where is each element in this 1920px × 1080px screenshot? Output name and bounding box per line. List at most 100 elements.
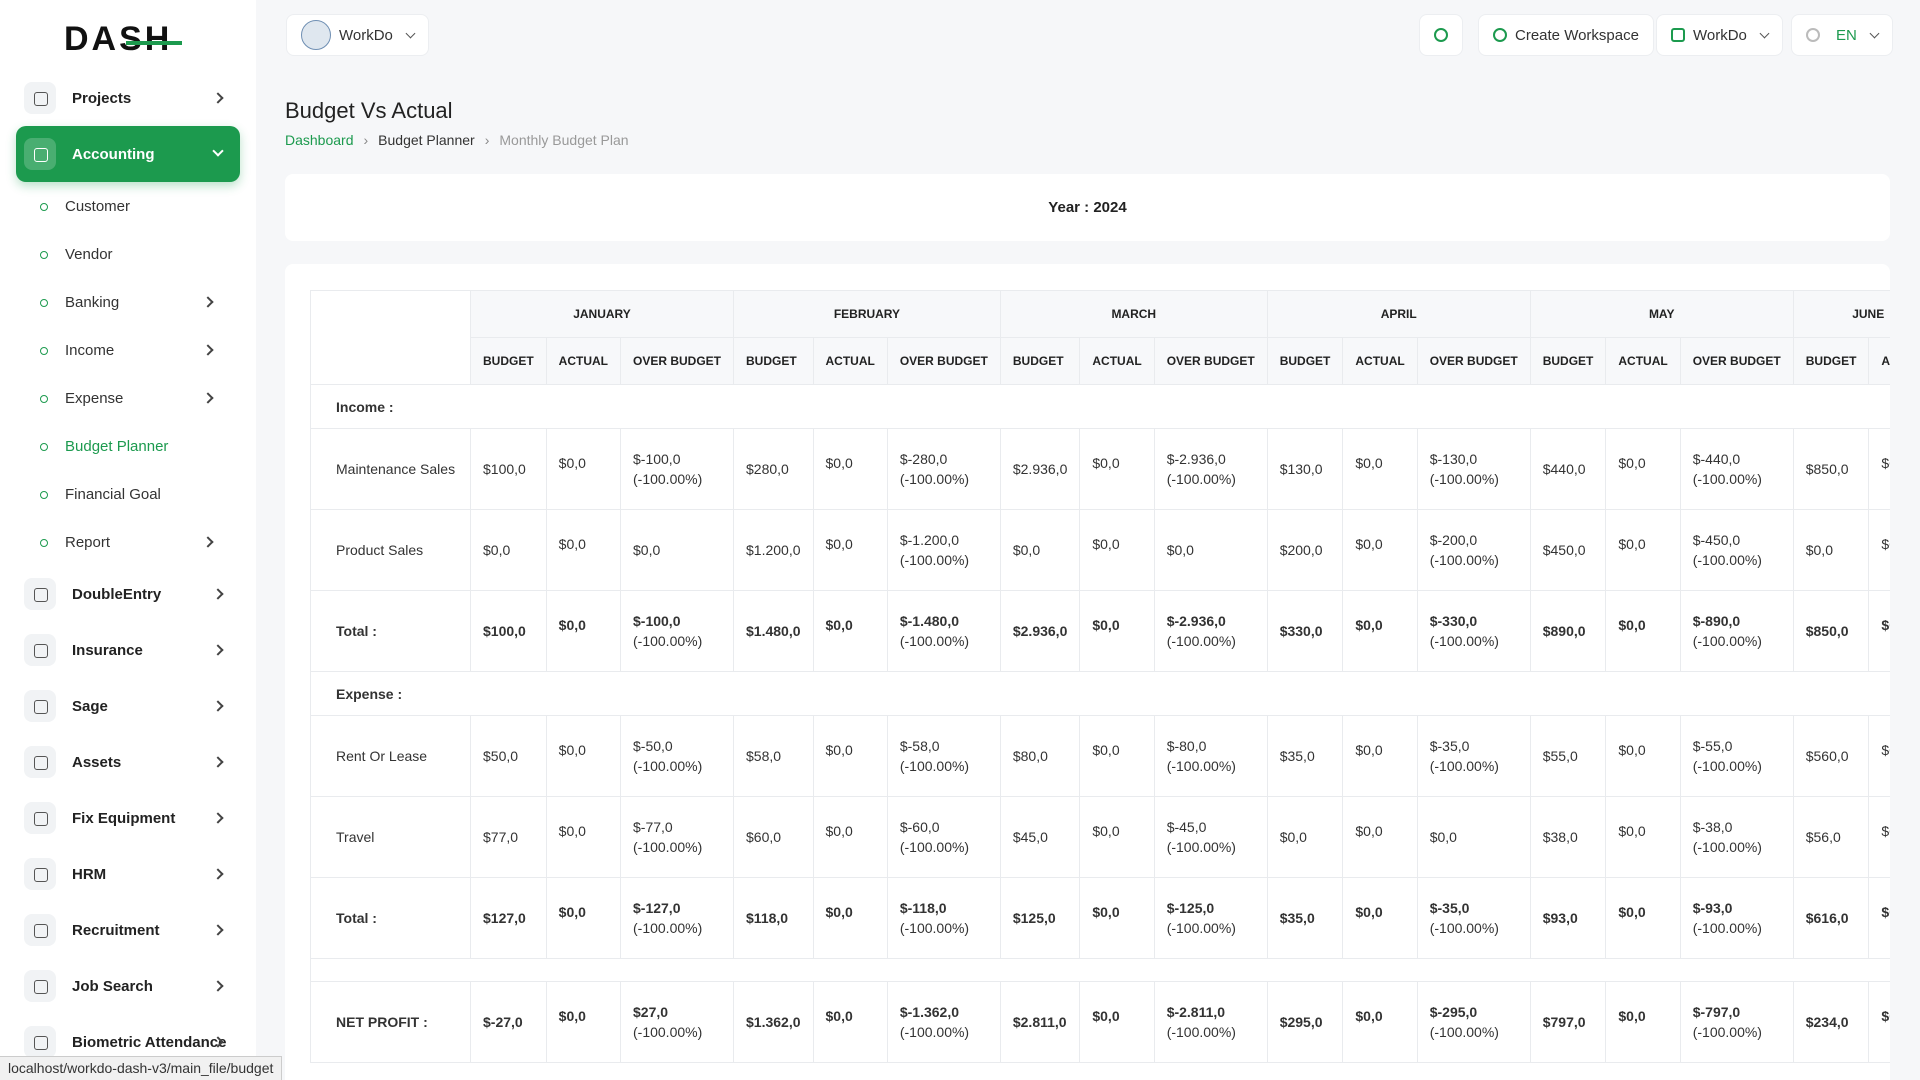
percent: (-100.00%) [1429,920,1499,936]
amount-cell: $60,0 [733,796,814,878]
amount: $-1.362,0 [899,1004,960,1020]
amount-cell: $0,0 [1079,590,1155,672]
menu-label: Sage [72,697,108,715]
corner-cell [310,290,471,385]
chevron [212,644,224,656]
submenu-item[interactable]: Financial Goal [0,470,256,518]
percent: (-100.00%) [1692,758,1762,774]
submenu-item[interactable]: Expense [0,374,256,422]
messages-button[interactable] [1419,14,1463,56]
submenu-item[interactable]: Customer [0,182,256,230]
over-budget-cell: $-330,0 (-100.00%) [1416,590,1531,672]
amount: $-890,0 [1692,613,1741,629]
table-card: JANUARY FEBRUARY MARCH APRIL MAY JUNE BUDGET AC… [285,264,1890,1080]
menu-item[interactable]: Biometric Attendance [0,1014,256,1070]
menu-item[interactable]: Job Search [0,958,256,1014]
amount-cell: $125,0 [999,877,1081,959]
column-header: ACTUAL [1605,337,1681,385]
amount-cell: $0,0 [1079,509,1155,591]
amount-cell: $295,0 [1266,981,1344,1063]
separator: › [484,132,490,148]
percent: (-100.00%) [1429,471,1499,487]
menu-item[interactable]: Sage [0,678,256,734]
percent: (-100.00%) [899,839,970,855]
amount-cell: $890,0 [1529,590,1607,672]
menu-icon [24,634,56,666]
amount: $-100,0 [633,451,681,467]
percent: (-100.00%) [1166,471,1236,487]
breadcrumb-item[interactable]: Budget Planner [378,132,475,148]
amount-cell: $127,0 [470,877,547,959]
amount-cell: $560,0 [1792,715,1870,797]
row-label: Product Sales [310,509,471,591]
menu-item[interactable]: Accounting [16,126,240,182]
messages-icon [1434,28,1448,42]
menu-item[interactable]: Recruitment [0,902,256,958]
caret [1869,28,1880,38]
percent: (-100.00%) [1692,471,1762,487]
logo[interactable]: DASH [64,20,183,58]
item-row: Maintenance Sales $100,0 $0,0 $-100,0 (-100.… [310,428,1890,510]
submenu-item[interactable]: Budget Planner [0,422,256,470]
submenu-label: Report [65,533,111,551]
spacer-row [310,958,1890,982]
company-switch[interactable]: WorkDo [1656,14,1783,56]
menu-item[interactable]: Assets [0,734,256,790]
column-header: BUDGET [1792,337,1870,385]
amount-cell: $118,0 [733,877,814,959]
chevron [212,980,224,992]
menu-item[interactable]: Fix Equipment [0,790,256,846]
amount-cell: $0,0 [1605,509,1681,591]
amount: $-130,0 [1429,451,1478,467]
amount: $-125,0 [1166,900,1215,916]
workspace-switch[interactable]: WorkDo [286,14,429,56]
month-header: JUNE [1792,290,1890,338]
section-row: Income : [310,384,1890,429]
amount-cell: $0,0 [1868,509,1890,591]
company-icon [1671,28,1685,42]
total-row: Total : $100,0 $0,0 $-100,0 (-100.00%) $1.480… [310,590,1890,672]
amount-cell: $0,0 [1079,428,1155,510]
submenu-item[interactable]: Banking [0,278,256,326]
amount-cell: $0,0 [1605,590,1681,672]
amount: $-1.480,0 [899,613,960,629]
menu-icon [24,690,56,722]
amount: $-118,0 [899,900,947,916]
menu-item[interactable]: DoubleEntry [0,566,256,622]
amount-cell: $440,0 [1529,428,1607,510]
submenu-item[interactable]: Vendor [0,230,256,278]
chevron [202,344,214,356]
column-header: BUDGET [470,337,547,385]
column-header: BUDGET [1529,337,1607,385]
row-label: Rent Or Lease [310,715,471,797]
create-workspace-button[interactable]: Create Workspace [1478,14,1654,56]
submenu-item[interactable]: Income [0,326,256,374]
amount-cell: $0,0 [1605,428,1681,510]
amount-cell: $0,0 [1868,877,1890,959]
percent: (-100.00%) [1429,633,1499,649]
menu-icon [24,82,56,114]
amount-cell: $0,0 [1416,796,1531,878]
over-budget-cell: $27,0 (-100.00%) [619,981,735,1063]
amount-cell: $450,0 [1529,509,1607,591]
amount-cell: $280,0 [733,428,814,510]
language-switch[interactable]: EN [1791,14,1893,56]
menu-item[interactable]: Insurance [0,622,256,678]
amount-cell: $0,0 [812,796,888,878]
column-header: ACTUAL [1868,337,1890,385]
over-budget-cell: $-797,0 (-100.00%) [1679,981,1794,1063]
amount: $-330,0 [1429,613,1478,629]
menu-item[interactable]: Projects [0,70,256,126]
breadcrumb-item[interactable]: Dashboard [285,132,354,148]
item-row: Travel $77,0 $0,0 $-77,0 (-100.00%) $60,0 $0,0… [310,796,1890,878]
chevron [202,296,214,308]
amount: $-35,0 [1429,900,1470,916]
menu-item[interactable]: HRM [0,846,256,902]
column-header-row: BUDGET ACTUAL OVER BUDGET BUDGET ACTUAL OVER … [311,337,1890,385]
percent: (-100.00%) [633,633,703,649]
submenu-item[interactable]: Report [0,518,256,566]
over-budget-cell: $-38,0 (-100.00%) [1679,796,1794,878]
amount-cell: $100,0 [470,428,547,510]
